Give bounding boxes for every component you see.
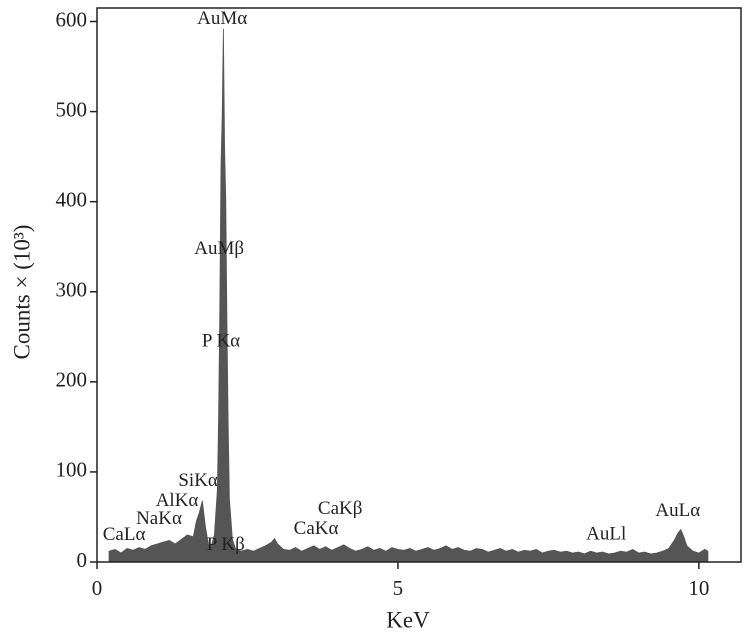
- y-tick-label: 0: [77, 548, 88, 572]
- peak-label: AuLα: [655, 500, 700, 521]
- y-axis-label: Counts × (10³): [9, 225, 34, 360]
- peak-label: CaLα: [103, 524, 146, 545]
- peak-label: AuLl: [586, 523, 626, 544]
- peak-label: NaKα: [136, 508, 182, 529]
- y-tick-label: 600: [56, 7, 88, 31]
- y-tick-label: 300: [56, 278, 88, 302]
- peak-label: AuMβ: [194, 238, 244, 259]
- peak-label: CaKα: [294, 518, 339, 539]
- x-tick-label: 5: [393, 576, 404, 600]
- peak-label: P Kβ: [207, 534, 245, 555]
- x-tick-label: 0: [92, 576, 103, 600]
- peak-label: CaKβ: [318, 498, 363, 519]
- peak-label: AuMα: [197, 8, 247, 29]
- y-tick-label: 100: [56, 458, 88, 482]
- x-tick-label: 10: [688, 576, 709, 600]
- peak-label: SiKα: [178, 470, 218, 491]
- peak-label: AlKα: [156, 490, 199, 511]
- x-axis-label: KeV: [386, 607, 430, 632]
- spectrum-area: [108, 28, 709, 563]
- y-tick-label: 200: [56, 368, 88, 392]
- y-tick-label: 500: [56, 97, 88, 121]
- plot-frame: [96, 7, 742, 563]
- peak-label: P Kα: [202, 331, 240, 352]
- y-tick-label: 400: [56, 187, 88, 211]
